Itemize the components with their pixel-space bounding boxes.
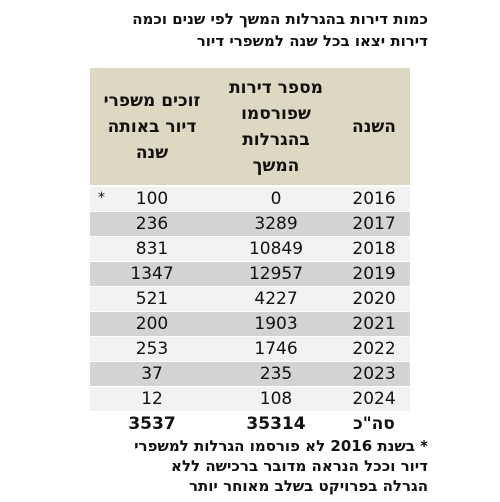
- table-cell: 2019: [352, 264, 396, 284]
- total-row: סה"כ 35314 3537: [90, 412, 410, 437]
- table-cell: 0: [270, 189, 282, 209]
- table-row: 2016 0 100 *: [90, 187, 410, 212]
- footnote-line: דיור וככל הנראה מדובר ברכישה ללא: [171, 457, 428, 475]
- table-row: 2018 10849 831: [90, 237, 410, 262]
- table-cell: 200: [135, 314, 169, 334]
- table-row: 2023 235 37: [90, 362, 410, 387]
- header-cell: זוכים משפרי דיור באותה שנה: [103, 90, 201, 163]
- table-cell: 253: [135, 339, 169, 359]
- total-cell: סה"כ: [353, 414, 395, 434]
- table-row: 2024 108 12: [90, 387, 410, 412]
- table-cell: 1903: [254, 314, 298, 334]
- table-row: 2019 12957 1347: [90, 262, 410, 287]
- table-cell: 4227: [254, 289, 298, 309]
- table-row: 2017 3289 236: [90, 212, 410, 237]
- footnote-line: הגרלה בפרויקט בשלב מאוחר יותר: [189, 477, 428, 495]
- table-cell: 235: [259, 364, 293, 384]
- table-cell: 1746: [254, 339, 298, 359]
- table-cell: 2016: [352, 189, 396, 209]
- table-cell: 2024: [352, 389, 396, 409]
- header-cell: מספר דירות שפורסמו בהגרלות המשך: [229, 77, 323, 176]
- table-cell: 2018: [352, 239, 396, 259]
- table: השנה מספר דירות שפורסמו בהגרלות המשך זוכים…: [90, 68, 410, 437]
- table-row: 2022 1746 253: [90, 337, 410, 362]
- table-cell: 1347: [130, 264, 174, 284]
- header-cell: השנה: [352, 116, 396, 137]
- table-row: 2021 1903 200: [90, 312, 410, 337]
- table-cell: 3289: [254, 214, 298, 234]
- footnote-line: * בשנת 2016 לא פורסמו הגרלות למשפרי: [134, 437, 428, 455]
- note-mark: *: [98, 190, 105, 206]
- table-cell: 2022: [352, 339, 396, 359]
- table-cell: 10849: [248, 239, 304, 259]
- footnote: * בשנת 2016 לא פורסמו הגרלות למשפרי דיור …: [134, 436, 428, 496]
- title: כמות דירות בהגרלות המשך לפי שנים וכמה דיר…: [132, 8, 428, 52]
- table-cell: 2017: [352, 214, 396, 234]
- table-cell: 2020: [352, 289, 396, 309]
- title-line: דירות יצאו בכל שנה למשפרי דיור: [196, 32, 428, 50]
- table-cell: 2023: [352, 364, 396, 384]
- table-cell: 2021: [352, 314, 396, 334]
- table-cell: 37: [141, 364, 163, 384]
- total-cell: 3537: [128, 414, 176, 434]
- table-cell: 236: [135, 214, 169, 234]
- table-cell: 100 *: [98, 189, 169, 209]
- total-cell: 35314: [246, 414, 306, 434]
- table-cell: 831: [135, 239, 169, 259]
- table-row: 2020 4227 521: [90, 287, 410, 312]
- table-cell: 12957: [248, 264, 304, 284]
- table-cell: 108: [259, 389, 293, 409]
- table-cell: 12: [141, 389, 163, 409]
- header-row: השנה מספר דירות שפורסמו בהגרלות המשך זוכים…: [90, 68, 410, 187]
- title-line: כמות דירות בהגרלות המשך לפי שנים וכמה: [132, 10, 428, 28]
- table-cell: 521: [135, 289, 169, 309]
